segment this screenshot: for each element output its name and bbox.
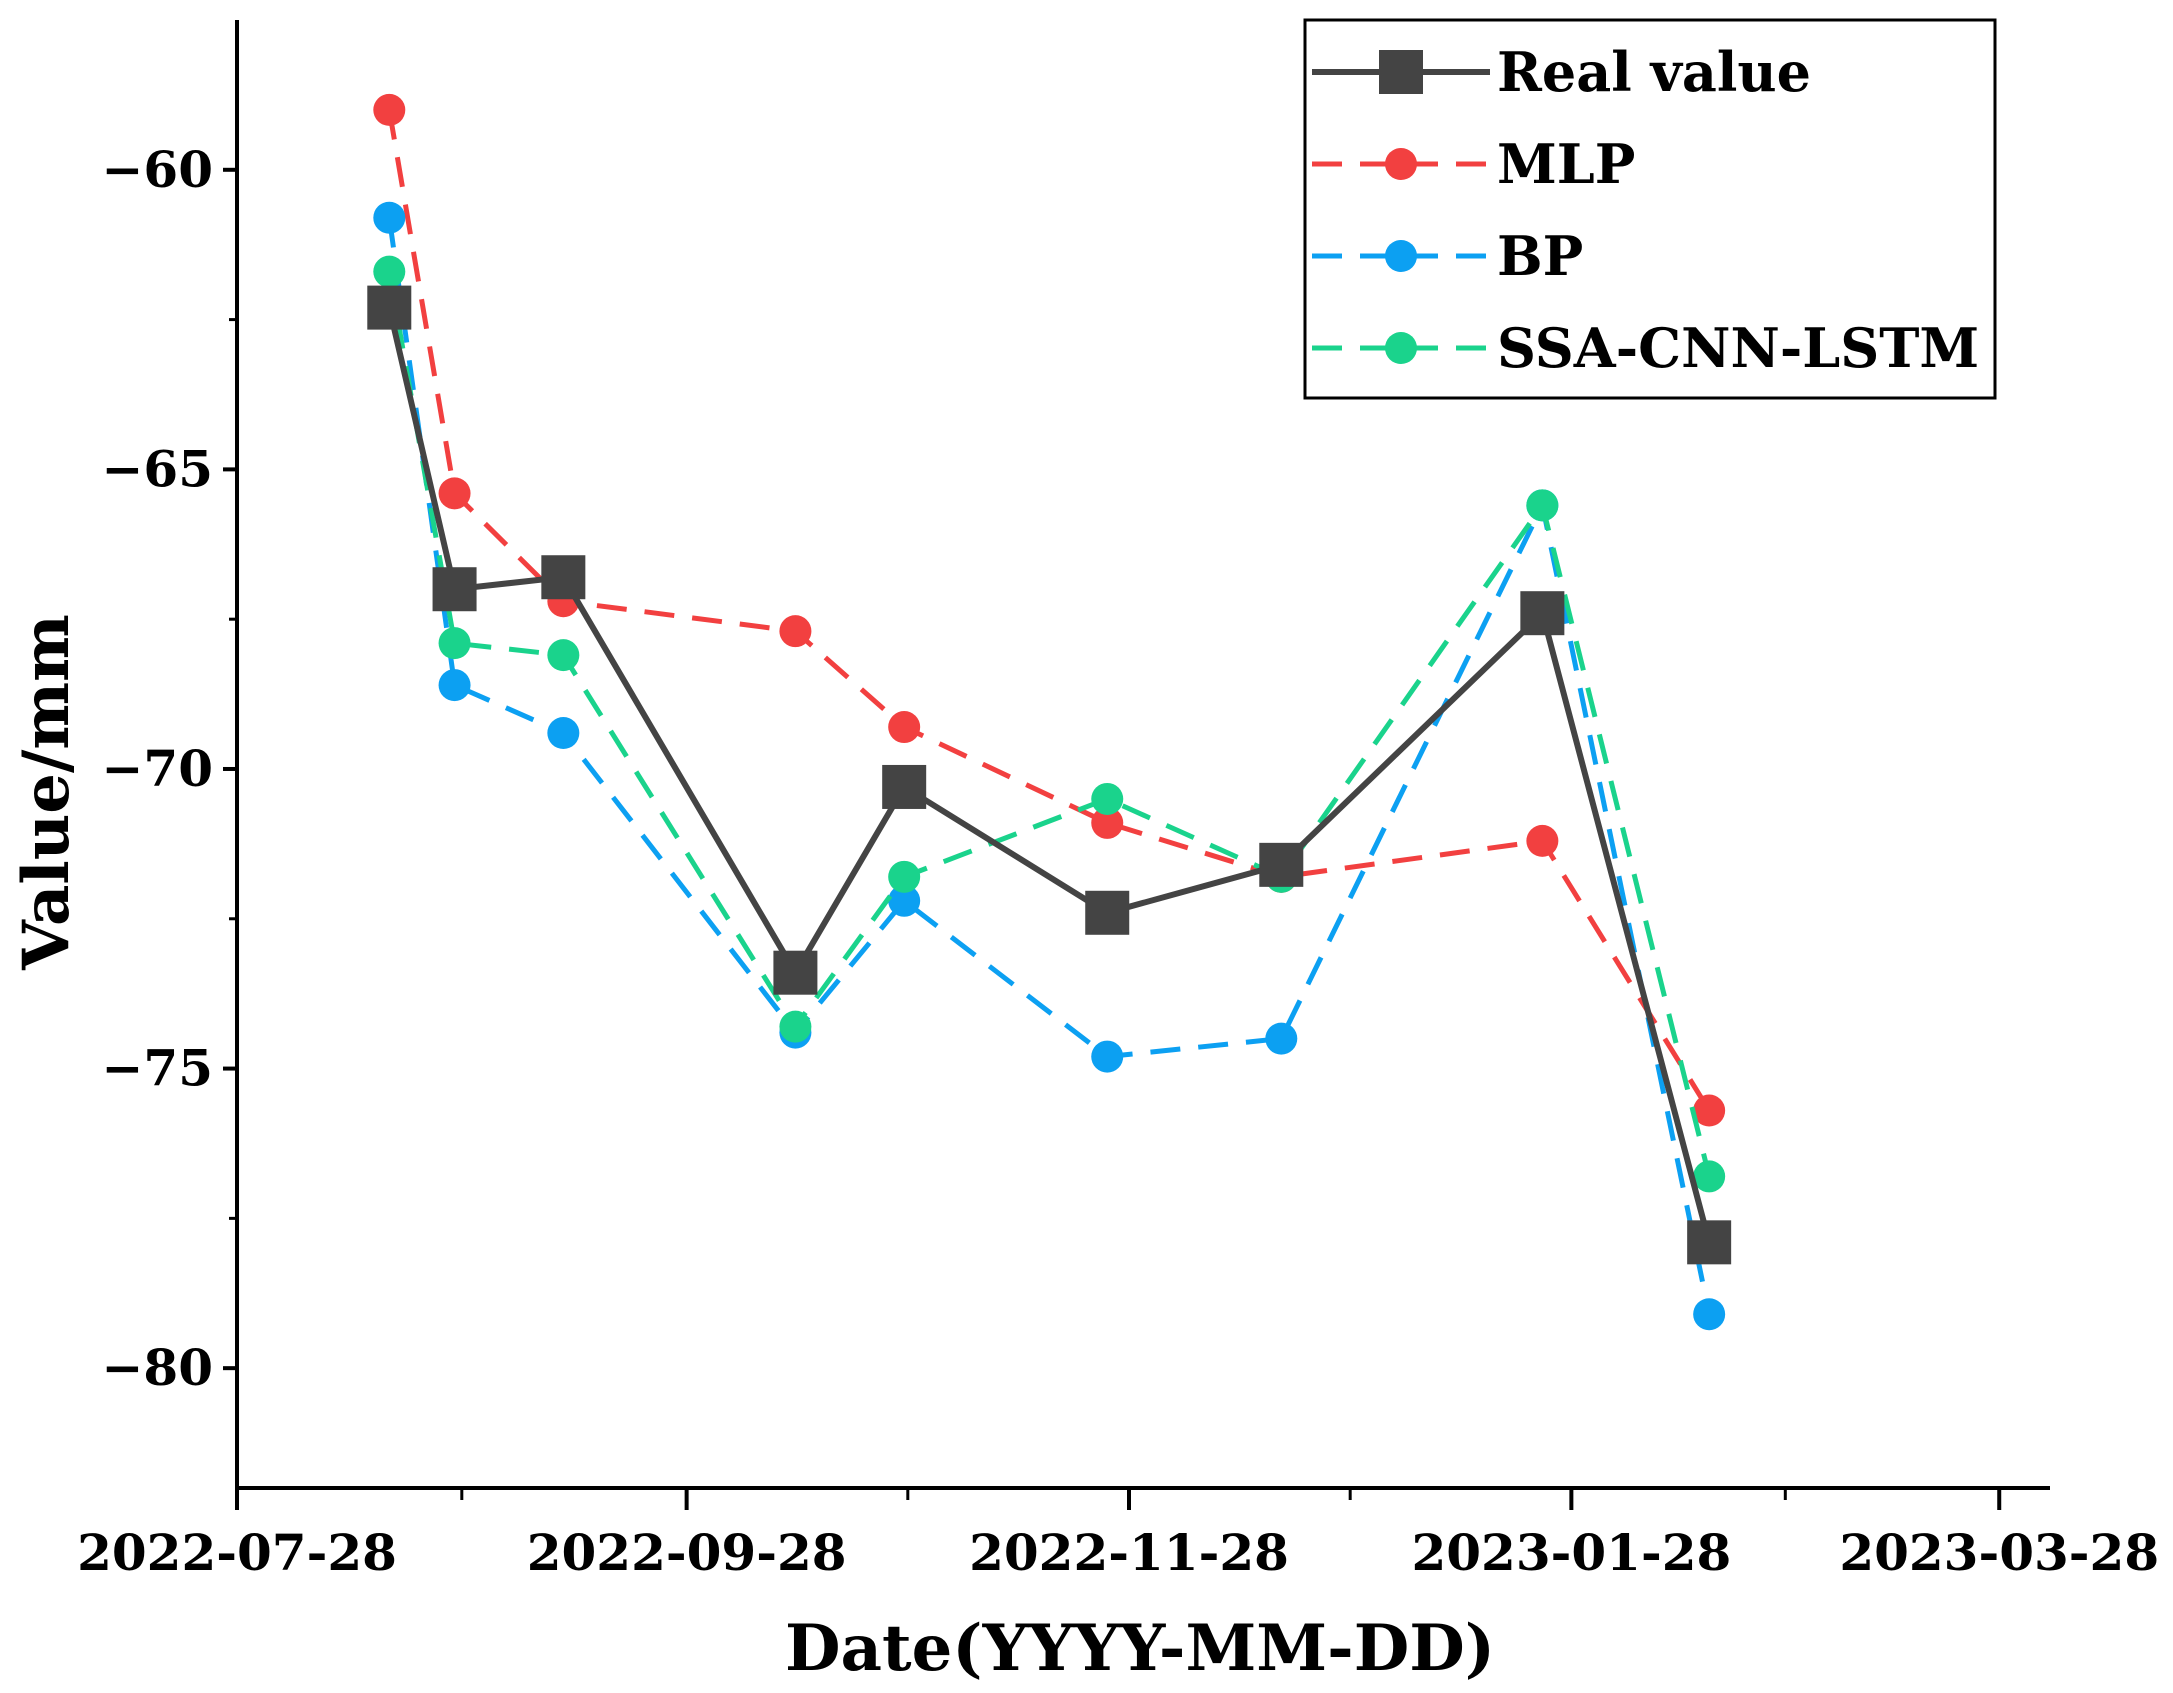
series-line-ssa-cnn-lstm xyxy=(386,271,1712,1178)
data-point-mlp xyxy=(888,711,921,744)
data-point-real-value xyxy=(367,285,412,330)
data-point-bp xyxy=(1693,1298,1726,1331)
x-tick-label: 2023-03-28 xyxy=(1839,1523,2159,1582)
legend-marker-bp xyxy=(1385,240,1417,272)
legend-marker-real-value xyxy=(1379,50,1423,94)
y-tick-label: −80 xyxy=(102,1338,213,1397)
data-point-ssa-cnn-lstm xyxy=(1693,1160,1726,1193)
series-real-value xyxy=(367,285,1732,1265)
y-tick-label: −65 xyxy=(102,439,213,498)
data-point-ssa-cnn-lstm xyxy=(888,860,921,893)
legend-marker-ssa-cnn-lstm xyxy=(1385,332,1417,364)
legend: Real value MLP BP SSA-CNN-LSTM xyxy=(1303,18,1997,400)
data-point-ssa-cnn-lstm xyxy=(547,639,580,672)
x-tick-label: 2022-07-28 xyxy=(77,1523,397,1582)
data-point-mlp xyxy=(373,93,406,126)
data-point-real-value xyxy=(1085,890,1130,935)
data-point-mlp xyxy=(1091,806,1124,839)
axes: −60 −65 −70 −75 −80 2022-07-28 2022-09-28 2022-… xyxy=(77,20,2159,1582)
data-point-real-value xyxy=(1687,1220,1732,1265)
data-point-bp xyxy=(1091,1040,1124,1073)
x-tick-label: 2022-09-28 xyxy=(527,1523,847,1582)
y-tick-label: −70 xyxy=(102,739,213,798)
y-tick-label: −75 xyxy=(102,1039,213,1098)
legend-label-mlp: MLP xyxy=(1497,132,1635,196)
data-point-mlp xyxy=(779,615,812,648)
data-point-mlp xyxy=(1526,824,1559,857)
legend-label-ssa-cnn-lstm: SSA-CNN-LSTM xyxy=(1497,316,1979,380)
data-point-real-value xyxy=(541,555,586,600)
data-point-mlp xyxy=(438,477,471,510)
data-point-bp xyxy=(438,669,471,702)
data-point-ssa-cnn-lstm xyxy=(1091,782,1124,815)
data-point-real-value xyxy=(1259,842,1304,887)
x-tick-label: 2023-01-28 xyxy=(1411,1523,1731,1582)
data-point-bp xyxy=(1265,1022,1298,1055)
data-point-real-value xyxy=(882,764,927,809)
data-point-real-value xyxy=(1520,591,1565,636)
y-axis-title: Value/mm xyxy=(9,614,84,971)
legend-label-bp: BP xyxy=(1497,224,1583,288)
data-point-ssa-cnn-lstm xyxy=(373,255,406,288)
data-point-real-value xyxy=(773,950,818,995)
data-point-ssa-cnn-lstm xyxy=(438,627,471,660)
legend-marker-mlp xyxy=(1385,148,1417,180)
y-tick-label: −60 xyxy=(102,140,213,199)
data-point-ssa-cnn-lstm xyxy=(779,1010,812,1043)
legend-label-real-value: Real value xyxy=(1497,40,1811,104)
plot-area xyxy=(367,93,1732,1331)
data-point-mlp xyxy=(1693,1094,1726,1127)
data-point-bp xyxy=(547,717,580,750)
data-point-real-value xyxy=(432,567,477,612)
data-point-bp xyxy=(373,201,406,234)
data-point-ssa-cnn-lstm xyxy=(1526,489,1559,522)
x-axis-title: Date(YYYY-MM-DD) xyxy=(785,1611,1495,1686)
series-line-real-value xyxy=(386,306,1713,1244)
data-point-bp xyxy=(888,884,921,917)
x-tick-label: 2022-11-28 xyxy=(969,1523,1289,1582)
